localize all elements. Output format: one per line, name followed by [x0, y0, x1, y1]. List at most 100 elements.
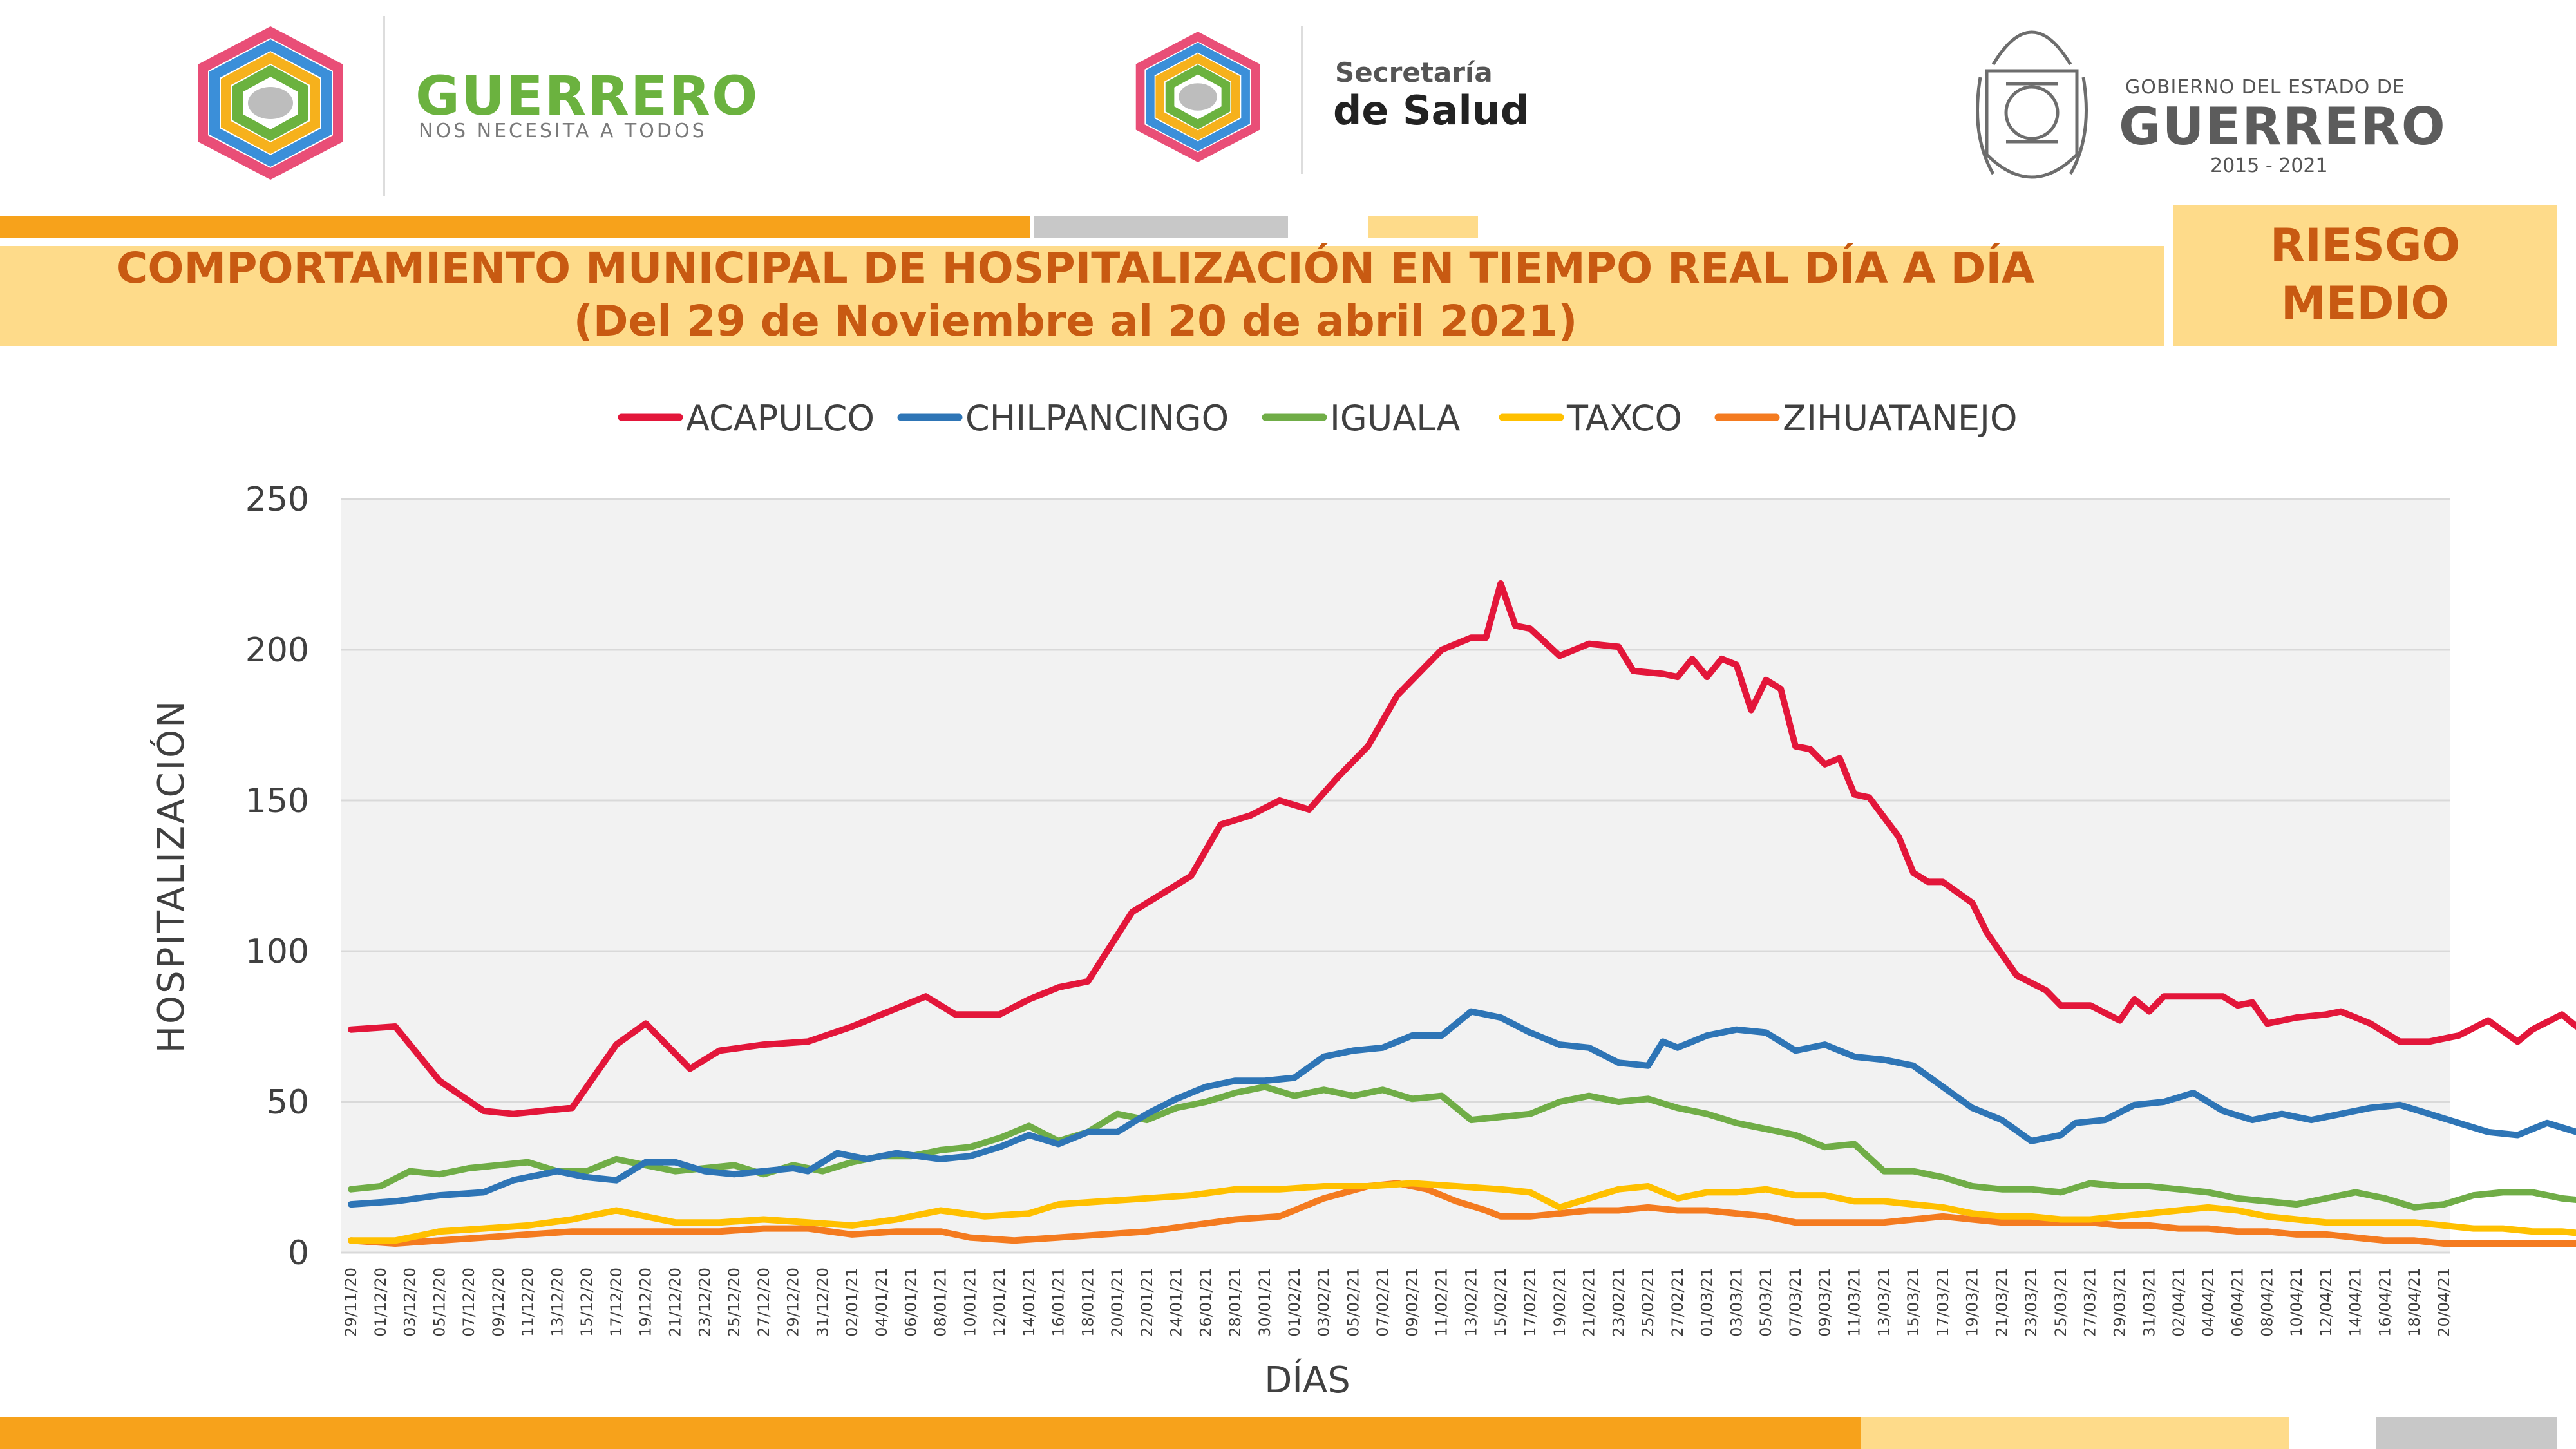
series-line-taxco: [348, 1180, 2576, 1244]
x-tick-label: 10/04/21: [2287, 1267, 2306, 1337]
x-tick-label: 25/02/21: [1639, 1267, 1657, 1337]
x-tick-label: 01/02/21: [1285, 1267, 1303, 1337]
x-tick-label: 29/03/21: [2110, 1267, 2128, 1337]
x-tick-label: 01/12/20: [372, 1267, 390, 1337]
accent-bar-gray: [1034, 216, 1288, 238]
x-tick-label: 29/12/20: [784, 1267, 802, 1337]
x-axis-label: DÍAS: [1264, 1359, 1350, 1401]
x-tick-label: 15/12/20: [578, 1267, 596, 1337]
series-line-chilpancingo: [348, 1008, 2576, 1208]
x-tick-label: 05/02/21: [1344, 1267, 1362, 1337]
x-tick-label: 25/03/21: [2052, 1267, 2070, 1337]
accent-bar-yellow: [1368, 216, 1478, 238]
x-tick-label: 09/03/21: [1816, 1267, 1834, 1337]
x-tick-label: 20/04/21: [2435, 1267, 2453, 1337]
x-tick-label: 18/04/21: [2405, 1267, 2423, 1337]
x-tick-label: 15/02/21: [1492, 1267, 1510, 1337]
x-tick-label: 19/02/21: [1551, 1267, 1569, 1337]
x-tick-label: 13/03/21: [1875, 1267, 1893, 1337]
x-tick-label: 21/02/21: [1580, 1267, 1598, 1337]
x-tick-label: 02/01/21: [843, 1267, 861, 1337]
guerrero-brand-name: GUERRERO: [415, 64, 759, 128]
risk-label-line1: RIESGO: [2269, 219, 2461, 272]
risk-badge: [2174, 205, 2557, 346]
y-axis-ticks: 0 50 100 150 200 250: [245, 480, 309, 1273]
x-tick-label: 23/03/21: [2022, 1267, 2040, 1337]
footer-bar-gray: [2376, 1417, 2557, 1449]
hospitalization-line-chart: 0 50 100 150 200 250 29/11/20 01/12/20 03/12/20…: [151, 398, 2576, 1401]
x-tick-label: 13/02/21: [1462, 1267, 1480, 1337]
x-tick-label: 02/04/21: [2170, 1267, 2188, 1337]
state-seal-icon: [1976, 30, 2088, 179]
x-tick-label: 05/03/21: [1757, 1267, 1775, 1337]
chart-legend: ACAPULCO CHILPANCINGO IGUALA TAXCO ZIHUATANE…: [618, 398, 2017, 439]
x-tick-label: 17/02/21: [1521, 1267, 1539, 1337]
salud-logo-icon: [1135, 32, 1260, 162]
x-tick-label: 10/01/21: [961, 1267, 979, 1337]
gov-label-line2: GUERRERO: [2119, 97, 2447, 156]
legend-label-zihuatanejo: ZIHUATANEJO: [1783, 398, 2017, 439]
x-tick-label: 29/11/20: [342, 1267, 360, 1337]
page-title: COMPORTAMIENTO MUNICIPAL DE HOSPITALIZAC…: [116, 243, 2035, 293]
x-tick-label: 30/01/21: [1256, 1267, 1274, 1337]
series-line-acapulco: [348, 580, 2576, 1117]
x-tick-label: 24/01/21: [1168, 1267, 1186, 1337]
x-tick-label: 16/01/21: [1050, 1267, 1068, 1337]
series-lines: [348, 580, 2576, 1247]
x-tick-label: 26/01/21: [1197, 1267, 1215, 1337]
x-tick-label: 31/03/21: [2140, 1267, 2158, 1337]
x-tick-label: 07/12/20: [460, 1267, 478, 1337]
y-tick-label: 200: [245, 631, 309, 670]
legend-label-chilpancingo: CHILPANCINGO: [965, 398, 1229, 439]
x-tick-label: 23/02/21: [1609, 1267, 1627, 1337]
x-tick-label: 18/01/21: [1079, 1267, 1097, 1337]
x-tick-label: 25/12/20: [725, 1267, 743, 1337]
legend-label-acapulco: ACAPULCO: [686, 398, 875, 439]
x-tick-label: 27/02/21: [1669, 1267, 1687, 1337]
y-tick-label: 150: [245, 782, 309, 820]
x-tick-label: 07/03/21: [1786, 1267, 1804, 1337]
x-tick-label: 11/03/21: [1846, 1267, 1864, 1337]
gov-label-years: 2015 - 2021: [2210, 155, 2328, 177]
x-tick-label: 21/03/21: [1993, 1267, 2011, 1337]
x-tick-label: 22/01/21: [1138, 1267, 1156, 1337]
x-tick-label: 12/04/21: [2317, 1267, 2335, 1337]
legend-label-iguala: IGUALA: [1330, 398, 1461, 439]
x-tick-label: 17/12/20: [607, 1267, 625, 1337]
x-tick-label: 08/01/21: [931, 1267, 949, 1337]
x-tick-label: 09/02/21: [1403, 1267, 1421, 1337]
x-tick-label: 11/12/20: [519, 1267, 537, 1337]
x-tick-label: 11/02/21: [1433, 1267, 1451, 1337]
x-tick-label: 17/03/21: [1934, 1267, 1952, 1337]
x-tick-label: 31/12/20: [813, 1267, 831, 1337]
logo-divider: [1301, 26, 1303, 174]
accent-bar-orange: [0, 216, 1030, 238]
x-tick-label: 12/01/21: [990, 1267, 1009, 1337]
x-tick-label: 14/01/21: [1020, 1267, 1038, 1337]
x-axis-ticks: 29/11/20 01/12/20 03/12/20 05/12/20 07/12/20…: [342, 1267, 2453, 1337]
x-tick-label: 27/12/20: [755, 1267, 773, 1337]
x-tick-label: 09/12/20: [489, 1267, 507, 1337]
x-tick-label: 14/04/21: [2347, 1267, 2365, 1337]
x-tick-label: 05/12/20: [430, 1267, 448, 1337]
x-tick-label: 15/03/21: [1904, 1267, 1922, 1337]
guerrero-logo-icon: [198, 26, 343, 180]
x-tick-label: 08/04/21: [2258, 1267, 2276, 1337]
x-tick-label: 06/01/21: [902, 1267, 920, 1337]
x-tick-label: 21/12/20: [667, 1267, 685, 1337]
y-tick-label: 100: [245, 933, 309, 971]
x-tick-label: 27/03/21: [2081, 1267, 2099, 1337]
page-subtitle: (Del 29 de Noviembre al 20 de abril 2021…: [573, 296, 1578, 346]
x-tick-label: 28/01/21: [1226, 1267, 1244, 1337]
x-tick-label: 03/03/21: [1727, 1267, 1745, 1337]
legend-label-taxco: TAXCO: [1566, 398, 1682, 439]
y-tick-label: 250: [245, 480, 309, 519]
y-tick-label: 0: [288, 1234, 309, 1273]
x-tick-label: 13/12/20: [548, 1267, 566, 1337]
header: GUERRERO NOS NECESITA A TODOS Secretaría…: [0, 0, 2576, 213]
x-tick-label: 19/12/20: [637, 1267, 655, 1337]
plot-area: [341, 499, 2450, 1253]
y-tick-label: 50: [267, 1083, 309, 1122]
salud-label-line1: Secretaría: [1335, 57, 1493, 88]
gov-label-line1: GOBIERNO DEL ESTADO DE: [2125, 76, 2405, 99]
